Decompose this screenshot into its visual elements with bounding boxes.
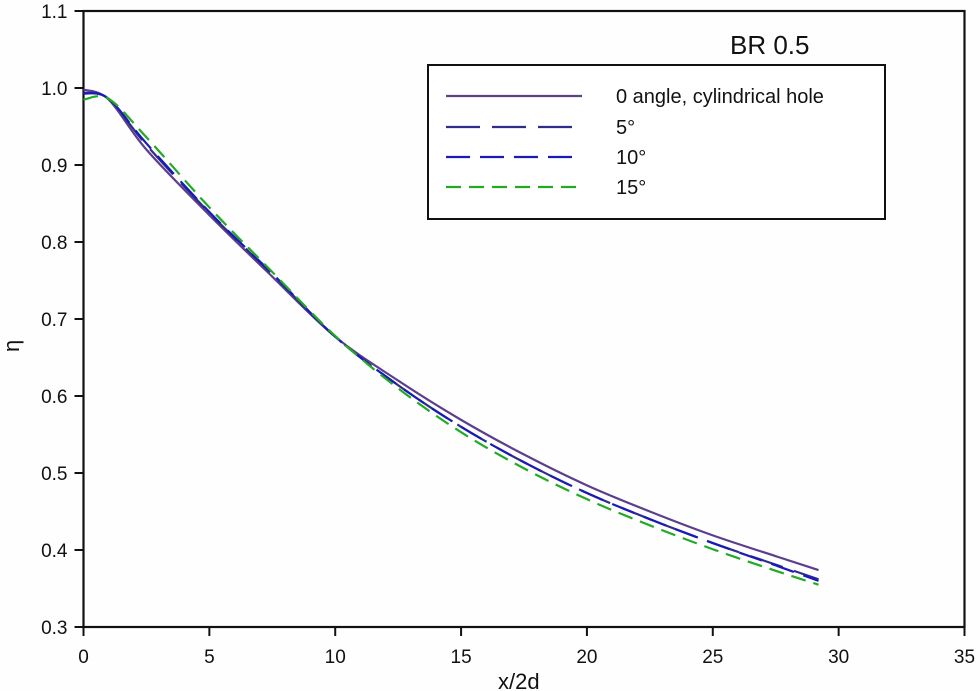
y-tick-label: 0.3 bbox=[41, 618, 67, 639]
y-tick-label: 0.8 bbox=[41, 233, 67, 254]
x-tick-label: 20 bbox=[576, 647, 597, 668]
chart-annotation-br: BR 0.5 bbox=[730, 30, 810, 60]
y-tick-label: 1.0 bbox=[41, 79, 67, 100]
series-line-0 bbox=[83, 88, 819, 572]
series-line-2 bbox=[83, 92, 819, 582]
y-tick-label: 0.5 bbox=[41, 464, 67, 485]
x-axis: 0 5 10 15 20 25 30 35 bbox=[78, 627, 975, 668]
legend-label-0: 0 angle, cylindrical hole bbox=[616, 86, 824, 108]
x-axis-title: x/2d bbox=[498, 669, 540, 691]
x-tick-label: 5 bbox=[204, 647, 215, 668]
x-tick-label: 25 bbox=[702, 647, 723, 668]
y-tick-label: 0.9 bbox=[41, 156, 67, 177]
y-tick-label: 0.6 bbox=[41, 387, 67, 408]
y-axis: 0.3 0.4 0.5 0.6 0.7 0.8 0.9 1.0 1.1 bbox=[41, 2, 84, 639]
y-tick-label: 0.4 bbox=[41, 541, 68, 562]
legend-label-3: 15° bbox=[616, 177, 646, 199]
series-layer bbox=[83, 88, 819, 586]
legend-label-1: 5° bbox=[616, 117, 635, 139]
x-tick-label: 0 bbox=[78, 647, 89, 668]
legend-label-2: 10° bbox=[616, 147, 646, 169]
legend: 0 angle, cylindrical hole 5° 10° 15° bbox=[427, 64, 886, 220]
x-tick-label: 35 bbox=[954, 647, 975, 668]
x-tick-label: 15 bbox=[451, 647, 472, 668]
y-tick-label: 0.7 bbox=[41, 310, 67, 331]
y-tick-label: 1.1 bbox=[41, 2, 67, 23]
x-tick-label: 30 bbox=[828, 647, 849, 668]
legend-box bbox=[427, 64, 886, 220]
x-tick-label: 10 bbox=[325, 647, 346, 668]
series-line-3 bbox=[83, 95, 819, 586]
y-axis-title: η bbox=[0, 340, 24, 352]
